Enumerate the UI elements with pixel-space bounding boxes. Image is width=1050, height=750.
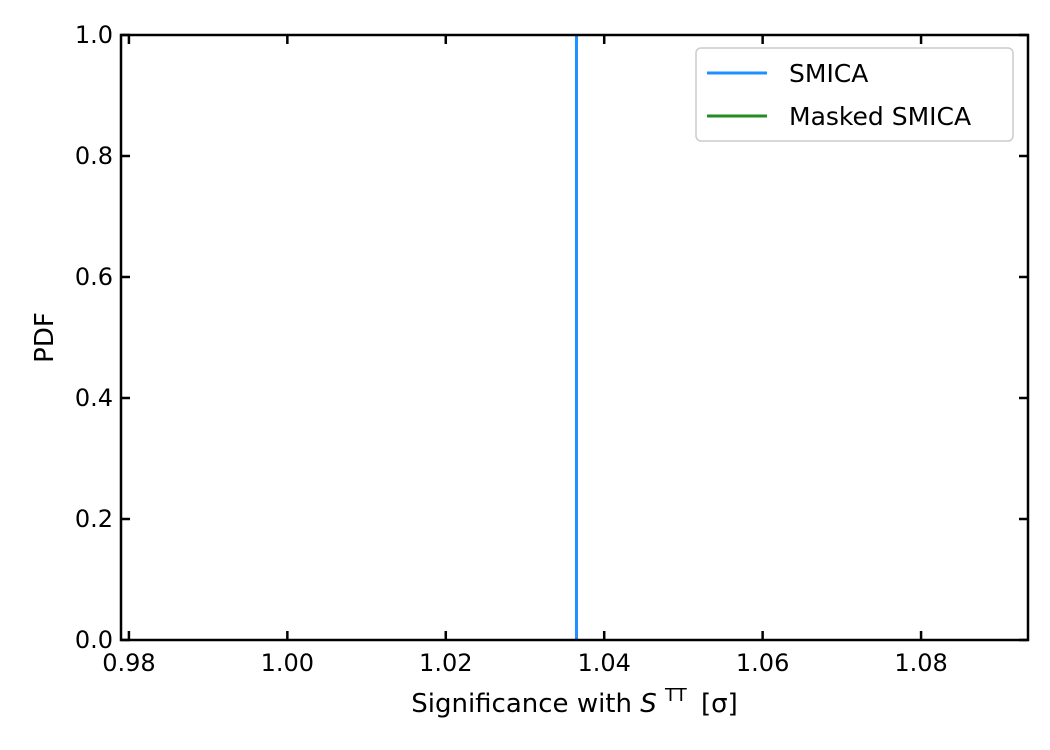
- x-tick-label: 1.00: [261, 649, 314, 677]
- y-tick-label: 0.4: [75, 384, 113, 412]
- y-tick-label: 0.2: [75, 505, 113, 533]
- x-tick-label: 1.04: [577, 649, 630, 677]
- legend-label-1: Masked SMICA: [789, 102, 971, 131]
- x-axis-label-symbol: S: [640, 689, 657, 719]
- plot-frame: [119, 33, 1030, 642]
- x-axis-label-unit: [σ]: [701, 689, 738, 719]
- legend: SMICA Masked SMICA: [695, 47, 1014, 142]
- x-axis-label: Significance with S TT [σ]: [411, 678, 738, 719]
- x-tick-label: 1.02: [419, 649, 472, 677]
- legend-label-0: SMICA: [789, 59, 868, 88]
- x-axis-label-superscript: TT: [664, 685, 688, 706]
- y-tick-label: 0.0: [75, 626, 113, 654]
- x-axis-label-prefix: Significance with: [411, 689, 640, 719]
- y-tick-label: 1.0: [75, 21, 113, 49]
- y-axis-label: PDF: [30, 312, 60, 363]
- y-tick-label: 0.6: [75, 263, 113, 291]
- x-tick-label: 1.08: [894, 649, 947, 677]
- x-tick-label: 0.98: [102, 649, 155, 677]
- ticks-layer: 0.98 1.00 1.02 1.04 1.06 1.08 0.0 0.2 0.4 0.6 0.8 1…: [75, 21, 1028, 677]
- x-tick-label: 1.06: [736, 649, 789, 677]
- legend-box: [695, 47, 1014, 142]
- y-tick-label: 0.8: [75, 142, 113, 170]
